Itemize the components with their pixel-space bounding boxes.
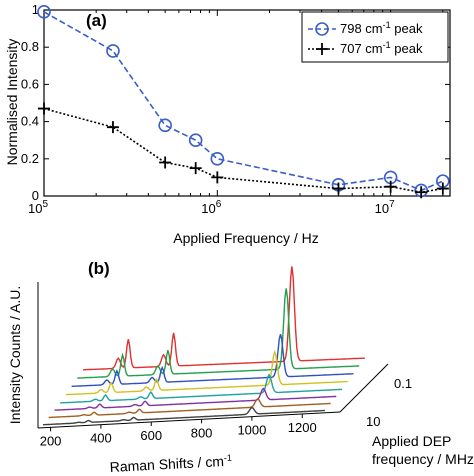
data-point-plus (38, 102, 50, 115)
panel-a-label: (a) (86, 11, 107, 30)
panel-b-label: (b) (88, 259, 110, 278)
data-point-circle (37, 5, 51, 19)
data-point-plus (384, 180, 397, 193)
panel-a-x-axis-label: Applied Frequency / Hz (173, 230, 319, 246)
data-point-circle (106, 44, 120, 58)
x-tick-label: 106 (201, 199, 221, 216)
data-point-plus (189, 162, 202, 175)
panel-a-series (37, 5, 450, 199)
spectrum-trace-6 (48, 398, 331, 419)
panel-b-y-axis-label: Intensity Counts / A.U. (7, 286, 23, 425)
panel-a-legend: 798 cm-1 peak 707 cm-1 peak (301, 11, 449, 63)
spectrum-trace-3 (65, 349, 348, 396)
data-point-plus (159, 156, 172, 169)
x-tick-label: 400 (90, 431, 112, 446)
x-tick-label: 1200 (288, 420, 317, 435)
spectrum-trace-1 (77, 288, 360, 379)
panel-a-y-ticks: 0 0.2 0.4 0.6 0.8 1 (21, 2, 450, 203)
spectrum-trace-5 (54, 387, 337, 411)
data-point-plus (211, 171, 224, 184)
data-point-plus (436, 182, 449, 195)
panel-b-axes (37, 282, 389, 429)
data-point-circle (158, 118, 172, 133)
data-point-circle (210, 152, 225, 166)
y-tick-label: 1 (32, 2, 39, 17)
y-tick-label: 0.8 (21, 39, 39, 54)
spectrum-trace-0 (82, 266, 365, 371)
z-tick-label: 10 (366, 414, 380, 429)
data-point-plus (106, 121, 119, 134)
panel-b: (b) 200 400 600 800 1000 1200 0.1 10 Intensity… (7, 259, 474, 475)
series-line-1 (43, 107, 443, 194)
x-tick-label: 105 (28, 199, 48, 216)
y-tick-label: 0.4 (21, 114, 39, 129)
x-tick-label: 600 (140, 428, 162, 443)
data-point-circle (188, 133, 203, 147)
z-tick-label: 0.1 (394, 376, 412, 391)
legend-box (301, 11, 449, 63)
legend-marker-798 (315, 22, 329, 36)
data-point-plus (415, 186, 428, 199)
panel-a-x-ticks: 105 106 107 (28, 10, 444, 216)
x-tick-label: 1000 (237, 423, 266, 438)
panel-b-x-axis-label: Raman Shifts / cm-1 (109, 453, 232, 475)
spectrum-trace-2 (71, 334, 354, 387)
x-tick-label: 800 (191, 425, 213, 440)
x-tick-label: 107 (375, 199, 395, 216)
panel-b-z-axis-label-line2: frequency / MHz (372, 451, 474, 467)
legend-marker-707 (316, 43, 328, 55)
series-line-0 (43, 11, 444, 192)
x-axis-line (37, 411, 341, 429)
panel-b-z-axis-label-line1: Applied DEP (372, 433, 451, 449)
y-tick-label: 0.6 (21, 76, 39, 91)
panel-a-y-axis-label: Normalised Intensity (4, 39, 20, 166)
x-tick-label: 200 (40, 433, 62, 448)
data-point-plus (332, 182, 345, 195)
z-axis-line (339, 363, 389, 413)
spectrum-trace-7 (43, 406, 325, 426)
legend-entry-798: 798 cm-1 peak (308, 20, 423, 36)
legend-label-798: 798 cm-1 peak (340, 20, 423, 36)
panel-a: 0 0.2 0.4 0.6 0.8 1 105 106 107 (a) Applied Fre… (4, 2, 451, 246)
y-tick-label: 0.2 (21, 151, 39, 166)
panel-b-z-ticks: 0.1 10 (366, 376, 412, 429)
legend-entry-707: 707 cm-1 peak (308, 40, 423, 56)
panel-b-x-ticks: 200 400 600 800 1000 1200 (40, 414, 317, 448)
spectrum-trace-4 (60, 373, 342, 404)
panel-b-series (43, 266, 365, 426)
legend-label-707: 707 cm-1 peak (340, 40, 423, 56)
y-tick-label: 0 (32, 188, 39, 203)
